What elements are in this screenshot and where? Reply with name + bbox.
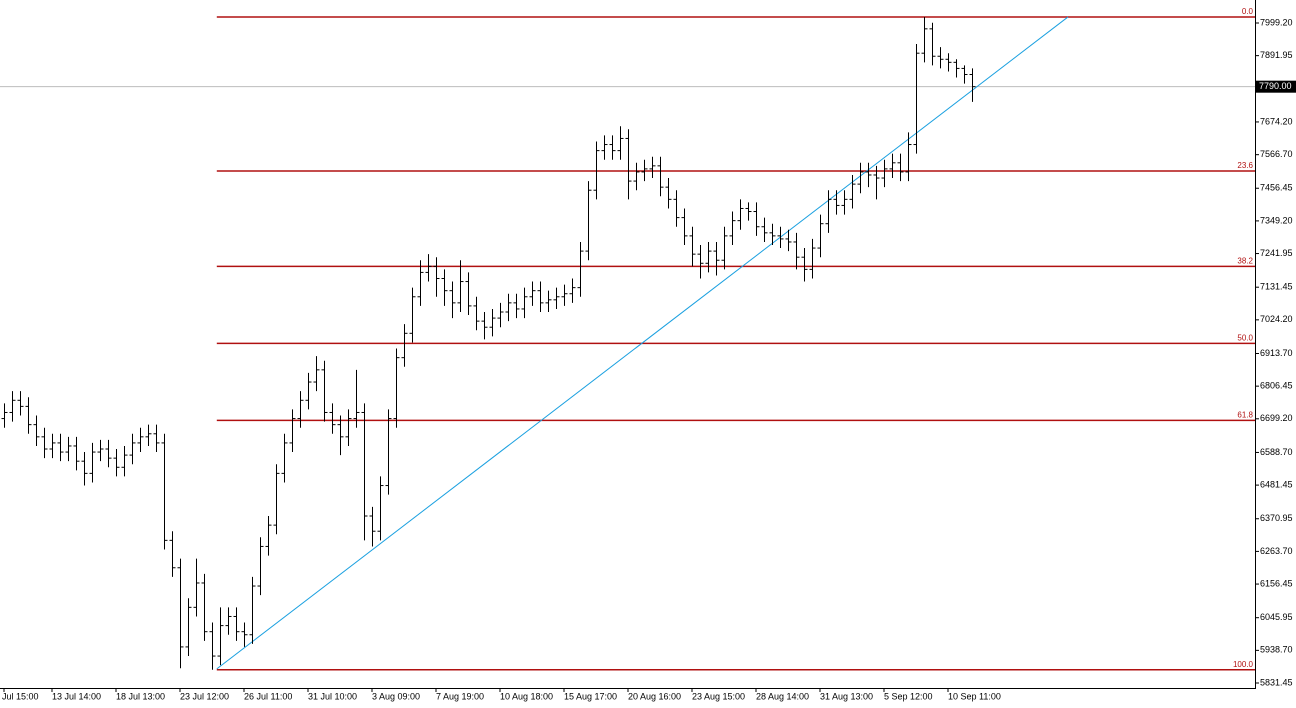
y-tick-label: 7566.70 <box>1260 149 1293 159</box>
y-tick-label: 6156.45 <box>1260 578 1293 588</box>
current-price-box <box>1256 80 1296 93</box>
fib-label: 0.0 <box>1242 7 1254 16</box>
x-tick-label: 15 Aug 17:00 <box>564 691 617 701</box>
y-tick-label: 6913.70 <box>1260 348 1293 358</box>
x-tick-label: 10 Aug 18:00 <box>500 691 553 701</box>
x-tick-label: 18 Jul 13:00 <box>116 691 165 701</box>
y-tick-label: 7891.95 <box>1260 50 1293 60</box>
y-tick-label: 6481.45 <box>1260 479 1293 489</box>
y-tick-label: 7349.20 <box>1260 215 1293 225</box>
x-tick-label: 31 Aug 13:00 <box>820 691 873 701</box>
x-tick-label: 20 Aug 16:00 <box>628 691 681 701</box>
y-tick-label: 6263.70 <box>1260 546 1293 556</box>
y-tick-label: 5831.45 <box>1260 677 1293 687</box>
fib-label: 38.2 <box>1237 256 1253 265</box>
y-tick-label: 7241.95 <box>1260 248 1293 258</box>
y-tick-label: 7131.45 <box>1260 282 1293 292</box>
x-tick-label: 5 Sep 12:00 <box>884 691 933 701</box>
y-tick-label: 7674.20 <box>1260 116 1293 126</box>
x-tick-label: 23 Aug 15:00 <box>692 691 745 701</box>
x-tick-label: 3 Aug 09:00 <box>372 691 420 701</box>
y-tick-label: 7024.20 <box>1260 314 1293 324</box>
fib-label: 23.6 <box>1237 161 1253 170</box>
y-tick-label: 7456.45 <box>1260 183 1293 193</box>
y-tick-label: 6699.20 <box>1260 413 1293 423</box>
x-tick-label: 26 Jul 11:00 <box>244 691 292 701</box>
fib-label: 50.0 <box>1237 333 1253 342</box>
x-tick-label: 31 Jul 10:00 <box>308 691 357 701</box>
fib-label: 61.8 <box>1237 410 1253 419</box>
x-tick-label: 7 Aug 19:00 <box>436 691 484 701</box>
x-tick-label: 28 Aug 14:00 <box>756 691 809 701</box>
fib-label: 100.0 <box>1233 660 1254 669</box>
current-price-label: 7790.00 <box>1259 81 1292 91</box>
y-tick-label: 7999.20 <box>1260 17 1293 27</box>
y-tick-label: 6045.95 <box>1260 612 1293 622</box>
x-tick-label: 13 Jul 14:00 <box>52 691 101 701</box>
x-tick-label: 10 Sep 11:00 <box>948 691 1001 701</box>
x-tick-label: 23 Jul 12:00 <box>180 691 229 701</box>
y-tick-label: 6370.95 <box>1260 513 1293 523</box>
y-tick-label: 6588.70 <box>1260 447 1293 457</box>
x-tick-label: Jul 15:00 <box>2 691 39 701</box>
y-tick-label: 5938.70 <box>1260 645 1293 655</box>
y-tick-label: 6806.45 <box>1260 381 1293 391</box>
trendline <box>216 16 1069 670</box>
